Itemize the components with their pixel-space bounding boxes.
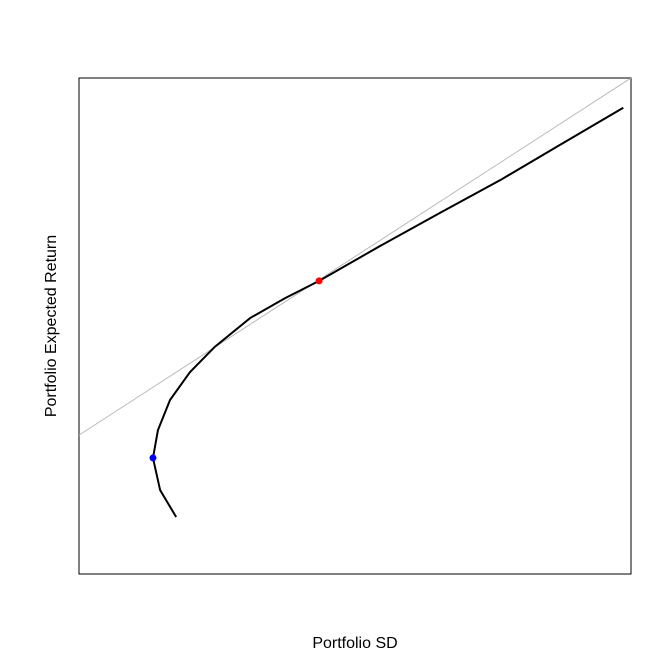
x-axis-label: Portfolio SD xyxy=(312,635,397,652)
point xyxy=(315,277,323,285)
plot-frame xyxy=(78,77,632,575)
series-line xyxy=(151,106,624,518)
series-line xyxy=(79,78,631,436)
point xyxy=(149,454,157,462)
y-axis-label: Portfolio Expected Return xyxy=(43,235,60,417)
